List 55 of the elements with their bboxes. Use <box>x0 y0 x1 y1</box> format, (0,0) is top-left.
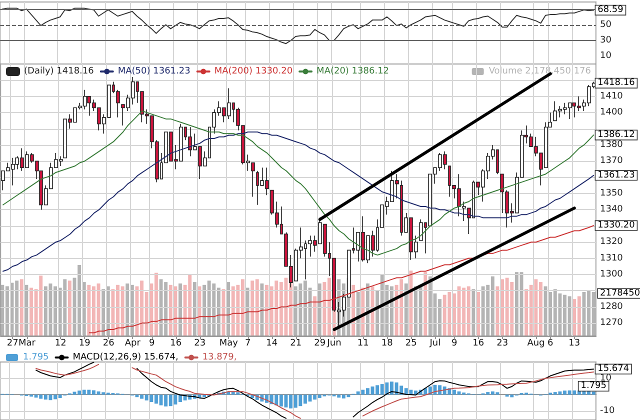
x-tick-label: 27 <box>6 338 18 348</box>
x-tick-label: 16 <box>472 338 484 348</box>
y-tick-label: 1410 <box>600 91 624 102</box>
legend-label: MACD(12,26,9) 15.674, <box>72 352 178 362</box>
x-tick-label: 6 <box>548 338 554 348</box>
y-tick-label: 50 <box>600 20 612 30</box>
text: 2178450 <box>600 288 640 298</box>
x-tick-label: 29 <box>314 338 326 348</box>
x-tick-label: Jul <box>428 338 441 348</box>
x-tick-label: 9 <box>451 338 458 348</box>
legend-label: MA(20) 1386.12 <box>316 66 390 76</box>
x-tick-label: 12 <box>54 338 66 348</box>
text: 1418.16 <box>598 78 635 88</box>
y-tick-label: 1280 <box>600 302 624 312</box>
x-tick-label: 23 <box>194 338 206 348</box>
data-label: 68.59 <box>598 5 624 16</box>
y-tick-label: 1400 <box>600 108 624 118</box>
legend-label: 13.879, <box>202 352 237 362</box>
x-tick-label: 13 <box>568 338 580 348</box>
data-label: 15.674 <box>598 364 630 374</box>
x-tick-label: 23 <box>496 338 508 348</box>
x-tick-label: Aug <box>527 338 545 348</box>
x-tick-label: 16 <box>170 338 182 348</box>
y-tick-label: 1300 <box>600 269 624 280</box>
y-tick-label: 1310 <box>600 253 624 264</box>
legend-label: MA(50) 1361.23 <box>118 66 190 76</box>
y-tick-label: 1350 <box>600 188 624 199</box>
y-tick-label: 10 <box>600 51 612 62</box>
x-tick-label: 9 <box>148 338 155 348</box>
y-tick-label: -10 <box>600 406 615 416</box>
x-tick-label: Apr <box>124 338 141 348</box>
data-label: 1386.12 <box>598 130 635 140</box>
y-tick-label: 1380 <box>600 140 624 150</box>
x-tick-label: Jun <box>326 338 342 348</box>
x-tick-label: 25 <box>405 338 417 348</box>
x-tick-label: 18 <box>381 338 394 348</box>
x-tick-label: May <box>219 338 239 348</box>
legend-label: MA(200) 1330.20 <box>214 66 293 76</box>
y-tick-label: 1320 <box>600 237 624 248</box>
y-tick-label: 1340 <box>600 204 624 215</box>
x-tick-label: 7 <box>245 338 251 348</box>
legend-label: 1.795 <box>23 352 49 362</box>
x-tick-label: 19 <box>78 338 91 348</box>
y-tick-label: 1370 <box>600 156 624 166</box>
data-label: 1.795 <box>580 381 606 392</box>
x-tick-label: Mar <box>18 338 36 348</box>
x-tick-label: 26 <box>102 338 115 348</box>
data-label: 1361.23 <box>598 170 635 180</box>
y-tick-label: 30 <box>600 35 612 46</box>
x-tick-label: 21 <box>290 338 302 348</box>
y-tick-label: 1270 <box>600 318 624 328</box>
x-tick-label: 14 <box>266 338 278 348</box>
data-label: 1330.20 <box>598 220 636 231</box>
legend-label: (Daily) 1418.16 <box>24 66 94 76</box>
x-tick-label: 11 <box>357 338 369 348</box>
